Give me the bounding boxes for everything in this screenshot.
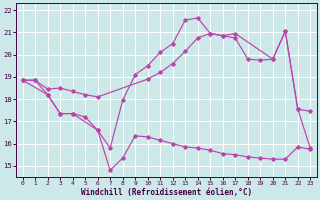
X-axis label: Windchill (Refroidissement éolien,°C): Windchill (Refroidissement éolien,°C) [81,188,252,197]
